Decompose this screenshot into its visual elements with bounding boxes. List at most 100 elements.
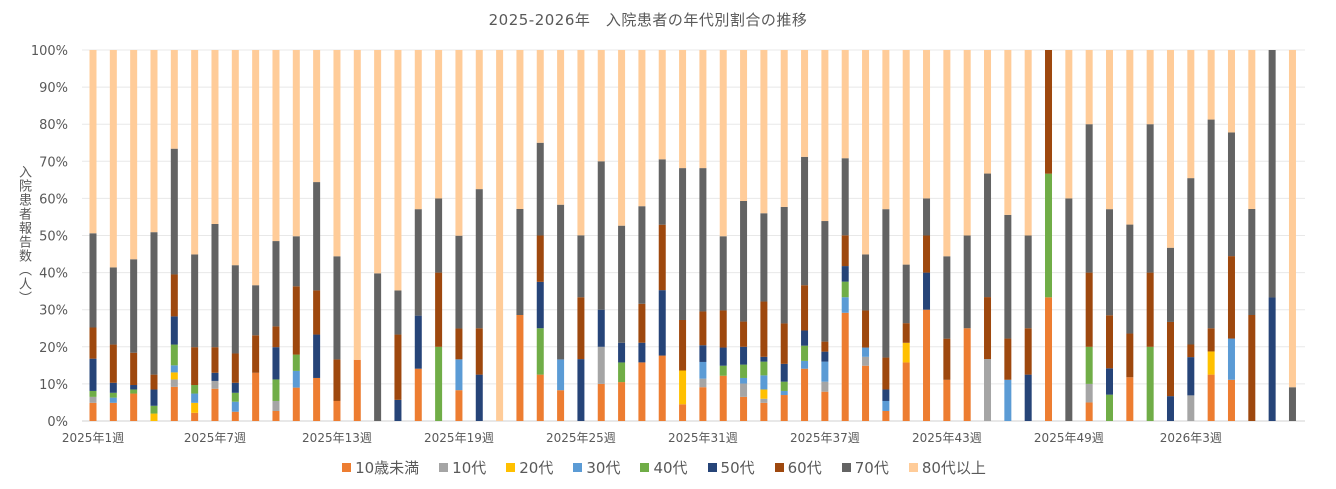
bar-segment-1 (923, 309, 931, 421)
bar-segment-8 (475, 189, 483, 329)
bar-stack (1166, 50, 1174, 421)
bar-stack (841, 50, 849, 421)
bar-segment-3 (150, 413, 158, 421)
bar-segment-4 (841, 297, 849, 313)
bar-segment-9 (536, 50, 544, 143)
bar-stack (618, 50, 626, 421)
bar-segment-7 (984, 297, 992, 360)
bar-segment-6 (1166, 396, 1174, 421)
bar-segment-4 (1227, 338, 1235, 380)
bar-segment-7 (1126, 333, 1134, 378)
bar-segment-7 (333, 359, 341, 401)
bar-stack (109, 50, 117, 421)
bar-stack (1004, 50, 1012, 421)
bar-stack (801, 50, 809, 421)
bar-segment-7 (1227, 256, 1235, 339)
bar-segment-9 (679, 50, 687, 169)
bar-segment-8 (455, 235, 463, 329)
bar-segment-8 (902, 264, 910, 324)
bar-segment-9 (1004, 50, 1012, 215)
legend-label: 50代 (720, 459, 755, 477)
bar-segment-1 (292, 387, 300, 421)
bar-segment-8 (1146, 124, 1154, 273)
bar-stack (679, 50, 687, 421)
bar-segment-8 (1106, 209, 1113, 316)
bar-segment-8 (272, 241, 280, 327)
bar-segment-1 (130, 393, 138, 421)
bar-segment-8 (1024, 235, 1032, 329)
bar-segment-1 (638, 362, 646, 421)
bar-segment-8 (1166, 247, 1174, 322)
bar-segment-1 (516, 315, 524, 421)
bar-segment-6 (536, 281, 544, 329)
bar-segment-7 (272, 326, 280, 348)
bar-segment-1 (1227, 379, 1235, 421)
bar-segment-9 (374, 50, 382, 274)
legend-item: 60代 (774, 457, 822, 478)
legend-item: 50代 (707, 457, 755, 478)
bar-segment-5 (191, 385, 199, 394)
bar-segment-4 (699, 361, 707, 379)
bar-segment-1 (231, 411, 239, 421)
x-tick-label: 2025年37週 (790, 431, 860, 445)
bar-stack (496, 50, 504, 421)
bar-stack (597, 50, 605, 421)
bar-segment-9 (89, 50, 97, 234)
bar-segment-9 (780, 50, 788, 207)
bar-segment-9 (862, 50, 870, 255)
bar-segment-6 (414, 315, 422, 369)
bar-stack (1227, 50, 1235, 421)
bar-stack (1146, 50, 1154, 421)
bar-segment-1 (1207, 374, 1215, 421)
bar-segment-7 (313, 290, 321, 335)
bar-segment-7 (89, 327, 97, 359)
bar-segment-9 (841, 50, 849, 159)
bar-segment-9 (699, 50, 707, 169)
bar-segment-8 (89, 233, 97, 328)
x-tick-label: 2025年19週 (424, 431, 494, 445)
bar-segment-6 (313, 334, 321, 378)
bar-segment-9 (963, 50, 971, 236)
gridlines (82, 49, 1305, 422)
bar-segment-7 (1146, 272, 1154, 347)
bar-segment-2 (211, 380, 219, 389)
bar-segment-9 (1146, 50, 1154, 125)
bar-segment-7 (679, 319, 687, 371)
bar-segment-1 (943, 379, 951, 421)
bar-segment-1 (1045, 297, 1053, 421)
bar-segment-8 (679, 168, 687, 320)
bar-stack (313, 50, 321, 421)
bar-stack (353, 50, 361, 421)
bar-segment-6 (801, 330, 809, 346)
bar-segment-7 (1166, 321, 1174, 397)
bar-segment-8 (252, 285, 260, 336)
legend-label: 20代 (519, 459, 554, 477)
x-tick-label: 2025年43週 (912, 431, 982, 445)
bar-segment-8 (557, 204, 565, 360)
x-tick-label: 2025年13週 (302, 431, 372, 445)
bar-segment-3 (760, 389, 768, 399)
x-tick-label: 2025年25週 (546, 431, 616, 445)
legend-swatch-icon (439, 463, 449, 472)
bar-segment-9 (597, 50, 605, 162)
bar-segment-4 (231, 401, 239, 412)
bar-segment-8 (821, 221, 829, 342)
bar-segment-6 (231, 382, 239, 393)
bar-segment-1 (252, 372, 260, 421)
y-tick-label: 40% (39, 267, 68, 282)
bar-segment-7 (902, 323, 910, 343)
y-tick-label: 60% (39, 192, 68, 207)
bar-segment-9 (516, 50, 524, 209)
bar-segment-8 (577, 235, 585, 298)
bar-segment-5 (760, 361, 768, 376)
bar-segment-8 (618, 225, 626, 343)
bar-segment-5 (719, 365, 727, 376)
bar-segment-1 (841, 312, 849, 421)
bar-segment-1 (191, 412, 199, 421)
bar-segment-6 (272, 347, 280, 380)
y-tick-label: 100% (31, 44, 68, 59)
bar-segment-8 (191, 254, 199, 348)
bar-segment-7 (455, 328, 463, 360)
legend-label: 10代 (452, 459, 487, 477)
